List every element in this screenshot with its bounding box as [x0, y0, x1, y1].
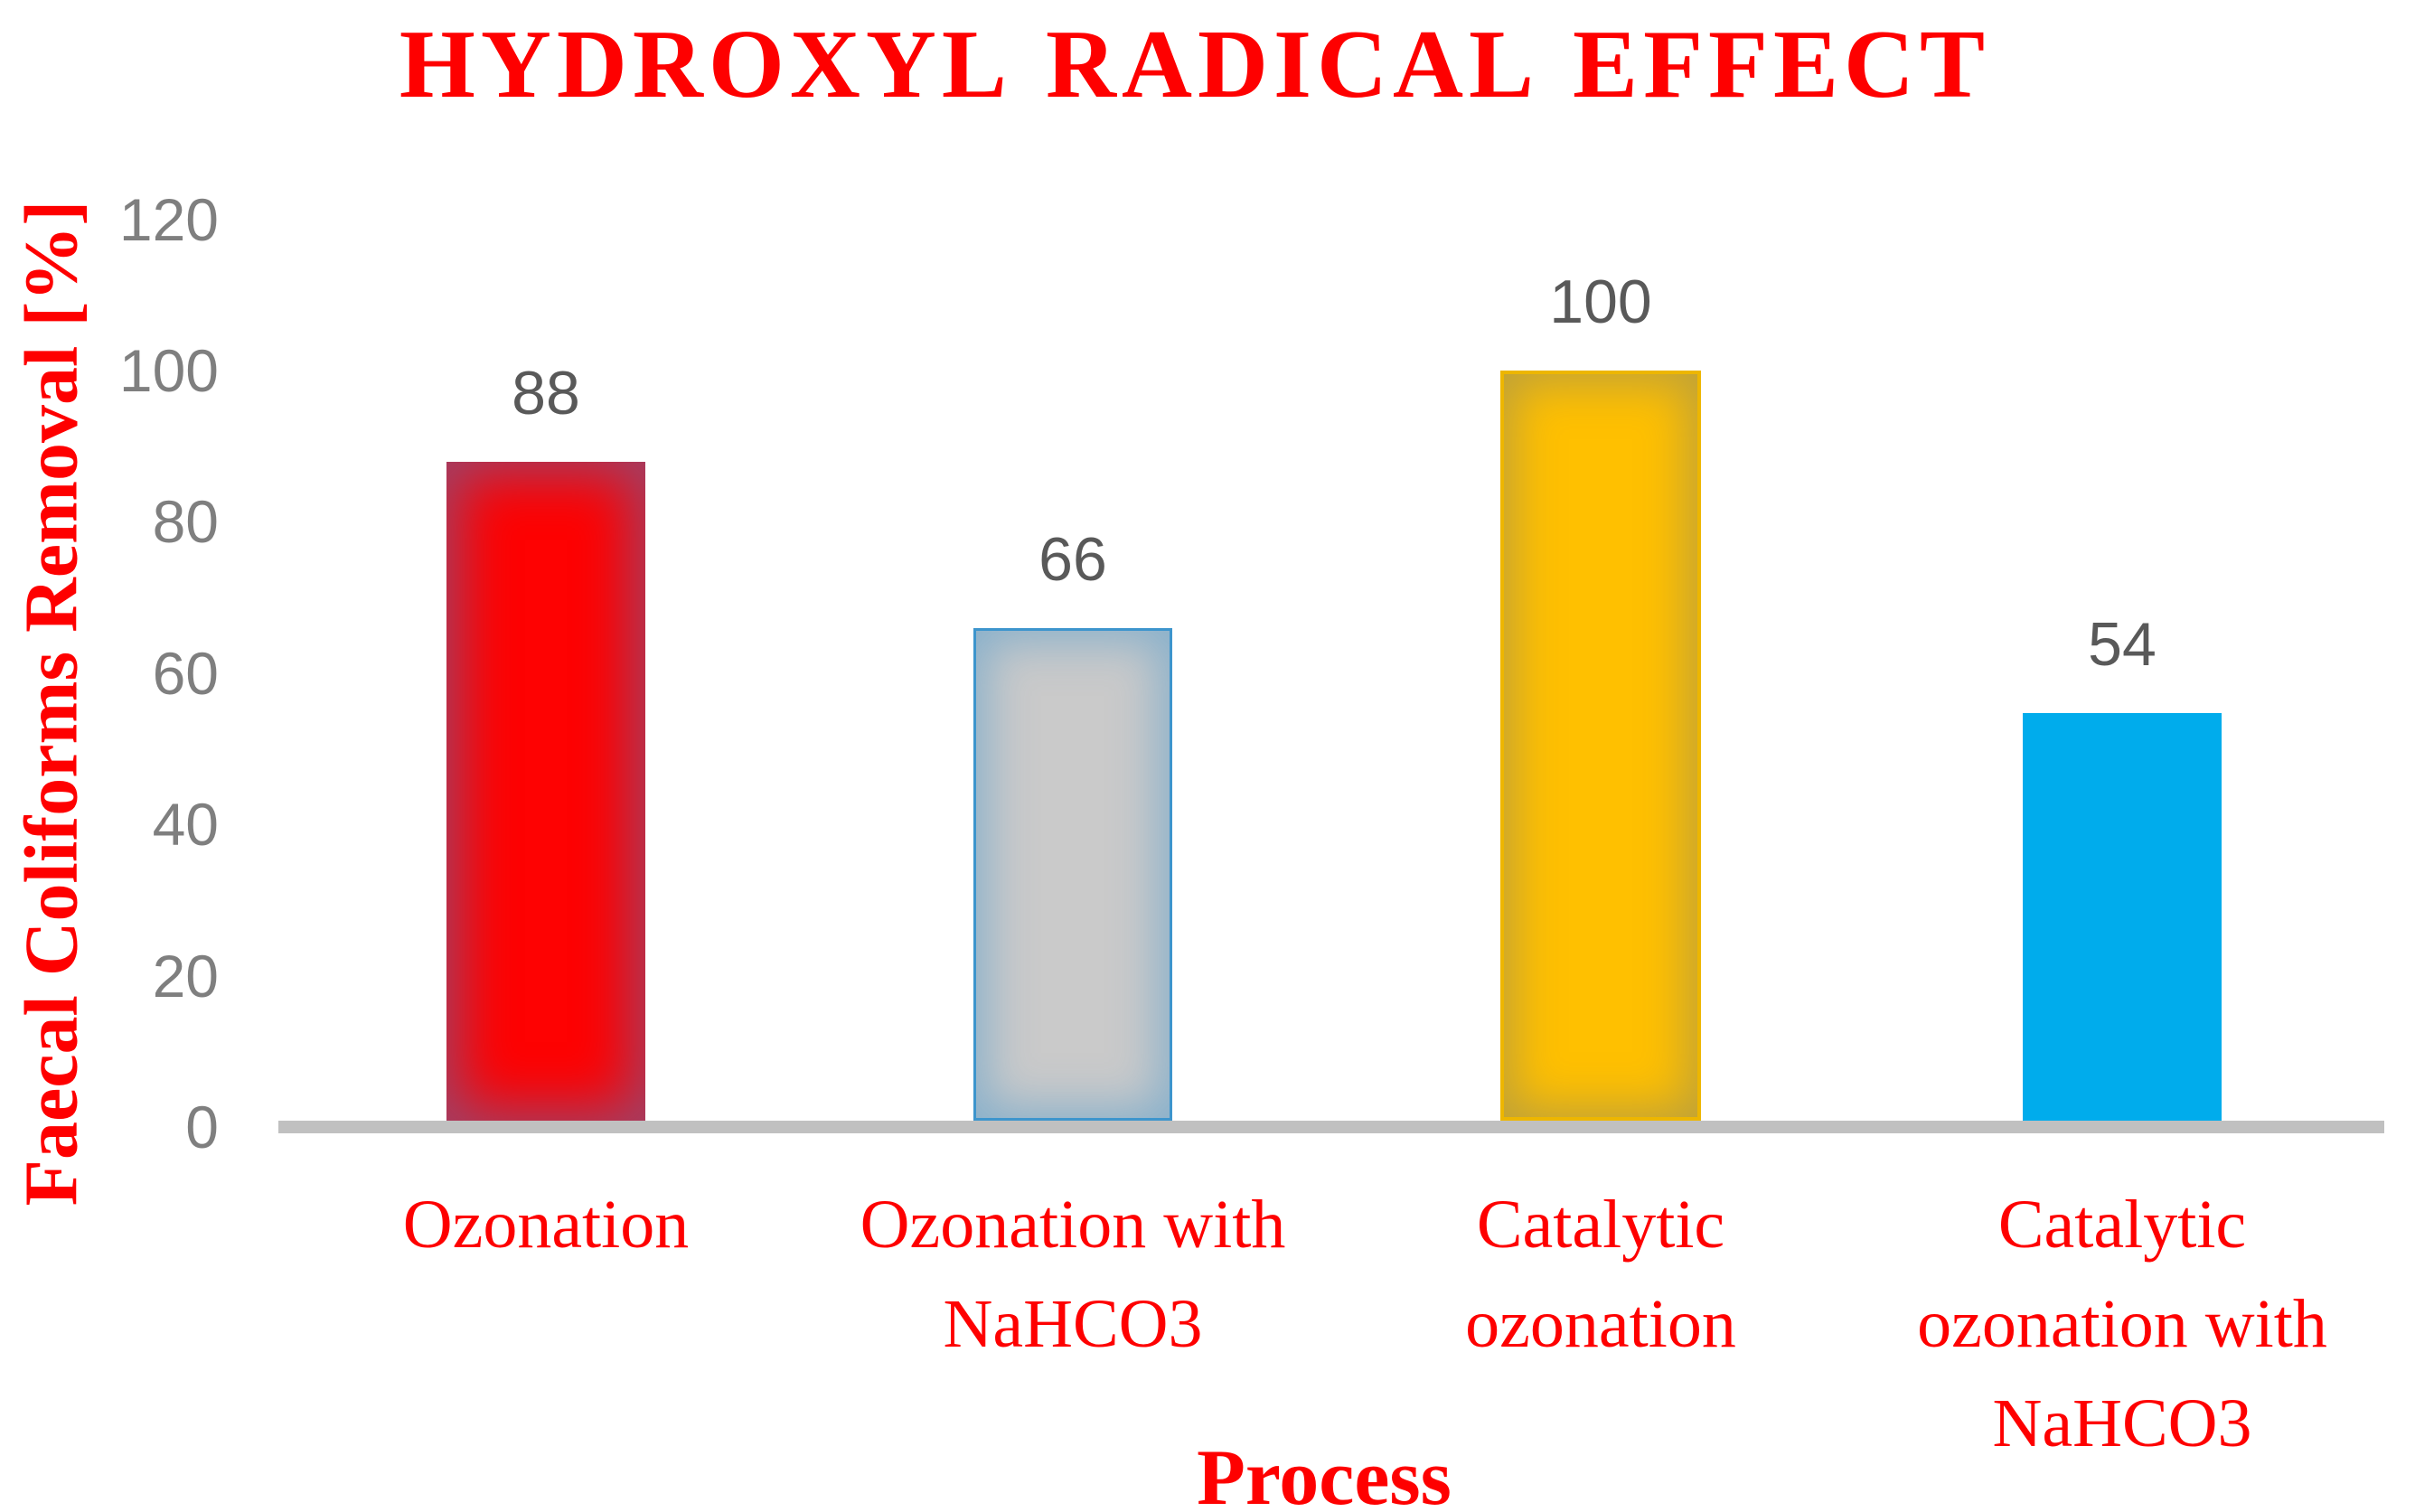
bar-catalytic-ozonation-nahco3 [2023, 713, 2222, 1121]
bar-ozonation-nahco3 [973, 628, 1172, 1121]
category-label-catalytic-ozonation-nahco3: Catalytic ozonation with NaHCO3 [1917, 1187, 2327, 1461]
y-tick-label-40: 40 [152, 791, 219, 858]
data-label-catalytic-ozonation: 100 [1549, 268, 1652, 336]
y-tick-label-20: 20 [152, 943, 219, 1010]
data-label-catalytic-ozonation-nahco3: 54 [2088, 610, 2157, 679]
y-tick-label-80: 80 [152, 488, 219, 555]
bar-catalytic-ozonation [1500, 371, 1701, 1121]
x-axis-line [278, 1121, 2384, 1133]
category-label-catalytic-ozonation: Catalytic ozonation [1465, 1187, 1736, 1362]
y-tick-label-120: 120 [118, 186, 219, 253]
x-axis-title: Process [1197, 1434, 1452, 1512]
data-label-ozonation-nahco3: 66 [1038, 525, 1107, 594]
category-label-ozonation-nahco3: Ozonation with NaHCO3 [860, 1187, 1286, 1362]
y-tick-label-60: 60 [152, 640, 219, 707]
bar-ozonation [446, 462, 645, 1121]
category-label-ozonation: Ozonation [402, 1187, 690, 1263]
data-label-ozonation: 88 [512, 359, 580, 427]
y-tick-label-100: 100 [118, 337, 219, 404]
y-tick-label-0: 0 [185, 1094, 219, 1160]
chart-title: HYDROXYL RADICAL EFFECT [399, 11, 1991, 118]
